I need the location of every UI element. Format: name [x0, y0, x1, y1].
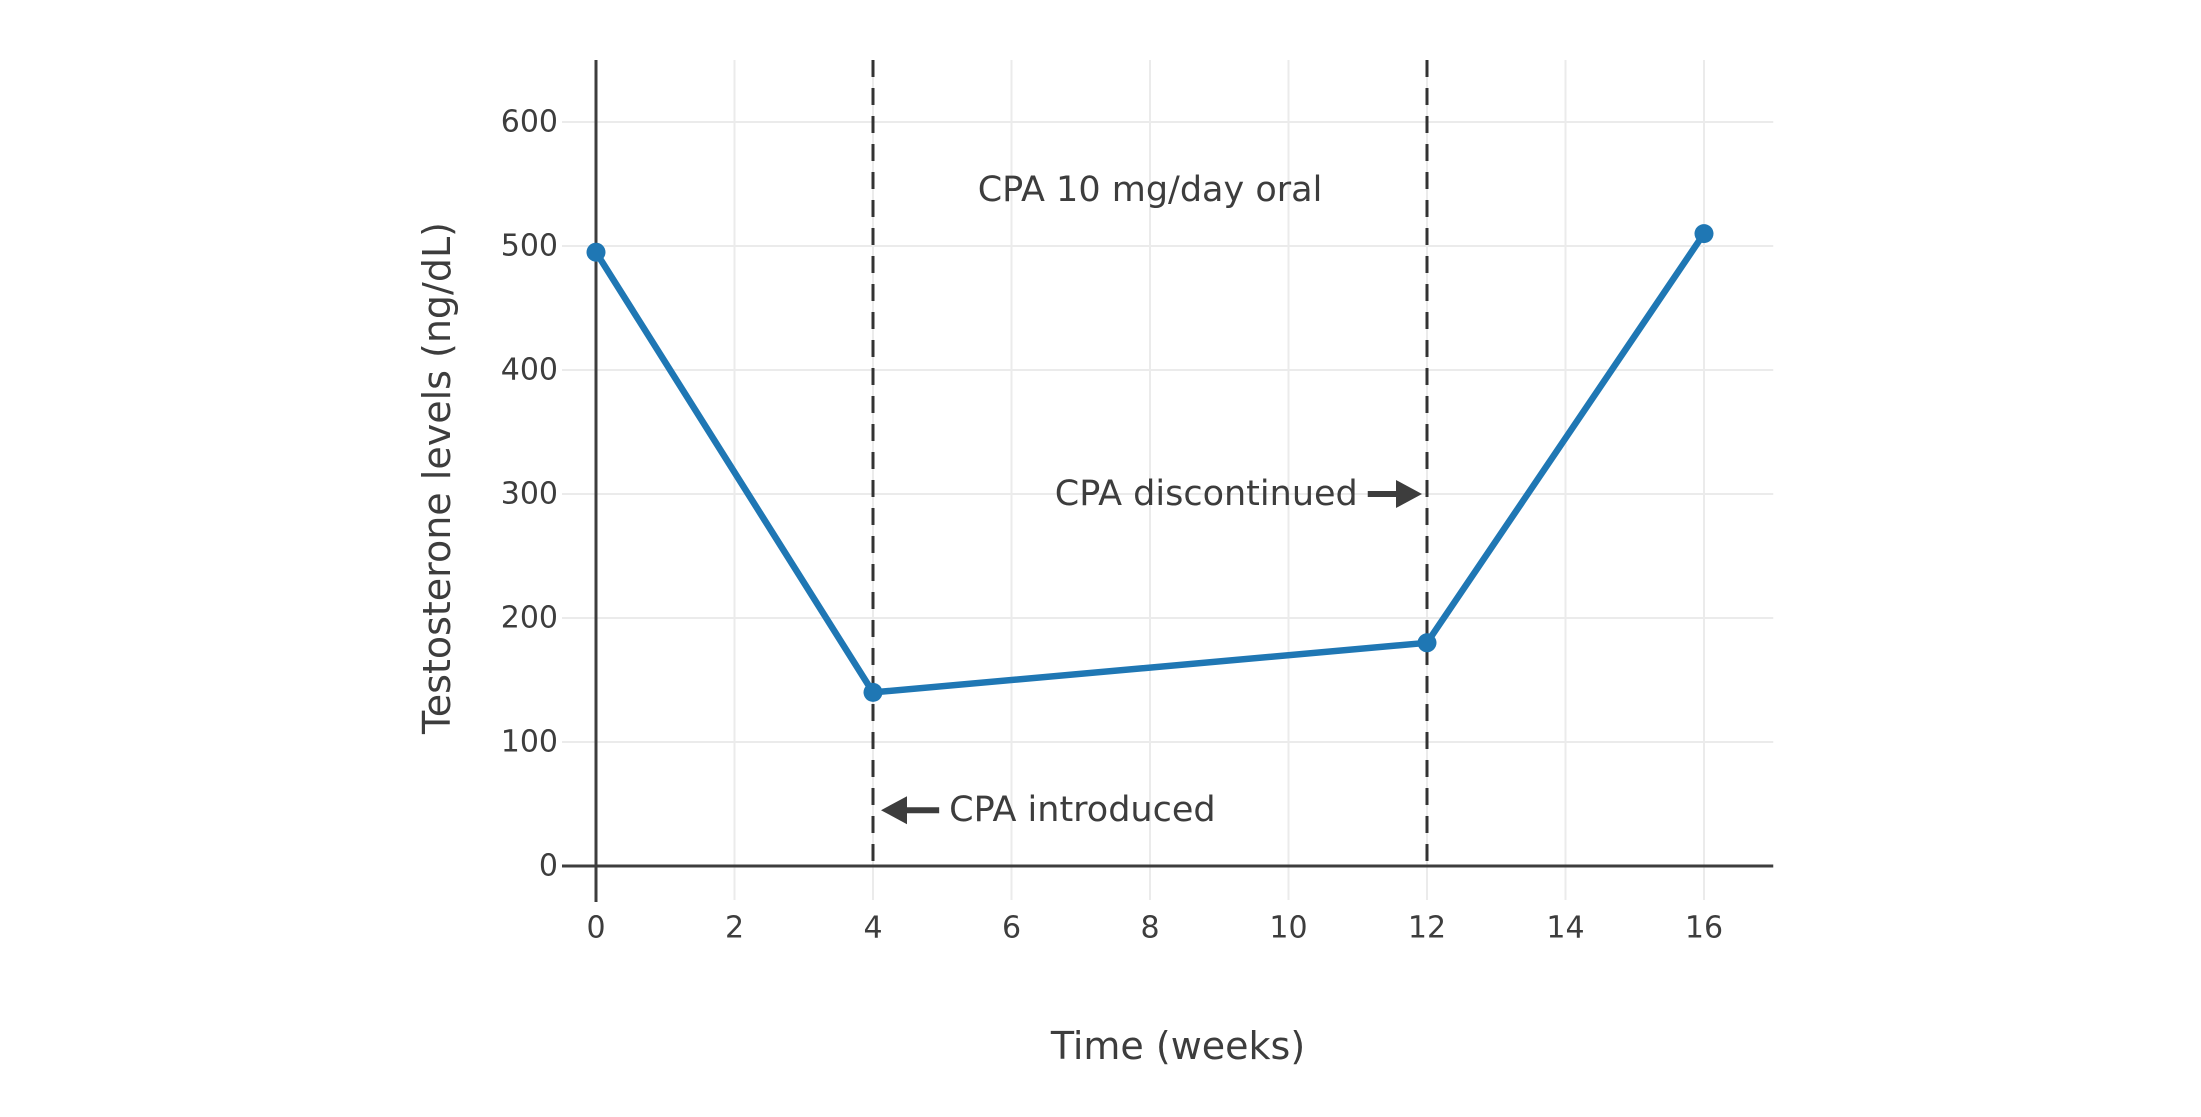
y-tick-label-600: 600 [501, 105, 558, 140]
x-tick-label-14: 14 [1546, 911, 1584, 946]
data-point-week-0 [586, 242, 606, 262]
right-arrow-icon [1396, 480, 1422, 508]
x-axis-title: Time (weeks) [1050, 1024, 1305, 1068]
introduced-annotation: CPA introduced [949, 790, 1215, 830]
y-tick-label-0: 0 [539, 849, 558, 884]
dashed-vlines [871, 60, 1429, 866]
tick-labels: 0 2 4 6 8 10 12 14 16 0 100 200 300 400 500 600 [501, 105, 1723, 946]
data-point-week-4 [863, 682, 883, 702]
data-point-week-12 [1417, 633, 1437, 653]
x-tick-label-12: 12 [1408, 911, 1446, 946]
data-series [586, 224, 1714, 702]
dose-annotation: CPA 10 mg/day oral [978, 170, 1323, 210]
testosterone-line [592, 230, 1708, 696]
discontinued-annotation: CPA discontinued [1055, 474, 1358, 514]
y-tick-label-500: 500 [501, 229, 558, 264]
axes [562, 60, 1774, 902]
x-tick-label-8: 8 [1140, 911, 1159, 946]
y-tick-label-300: 300 [501, 477, 558, 512]
annotations: CPA 10 mg/day oral CPA discontinued CPA in… [881, 170, 1422, 830]
y-tick-label-100: 100 [501, 725, 558, 760]
x-tick-label-16: 16 [1685, 911, 1723, 946]
x-tick-label-4: 4 [863, 911, 882, 946]
x-tick-label-0: 0 [586, 911, 605, 946]
data-point-week-16 [1694, 224, 1714, 244]
x-tick-label-10: 10 [1269, 911, 1307, 946]
x-tick-label-6: 6 [1002, 911, 1021, 946]
left-arrow-icon [881, 796, 907, 825]
y-axis-title: Testosterone levels (ng/dL) [415, 222, 459, 735]
x-tick-label-2: 2 [725, 911, 744, 946]
y-tick-label-200: 200 [501, 601, 558, 636]
y-tick-label-400: 400 [501, 353, 558, 388]
